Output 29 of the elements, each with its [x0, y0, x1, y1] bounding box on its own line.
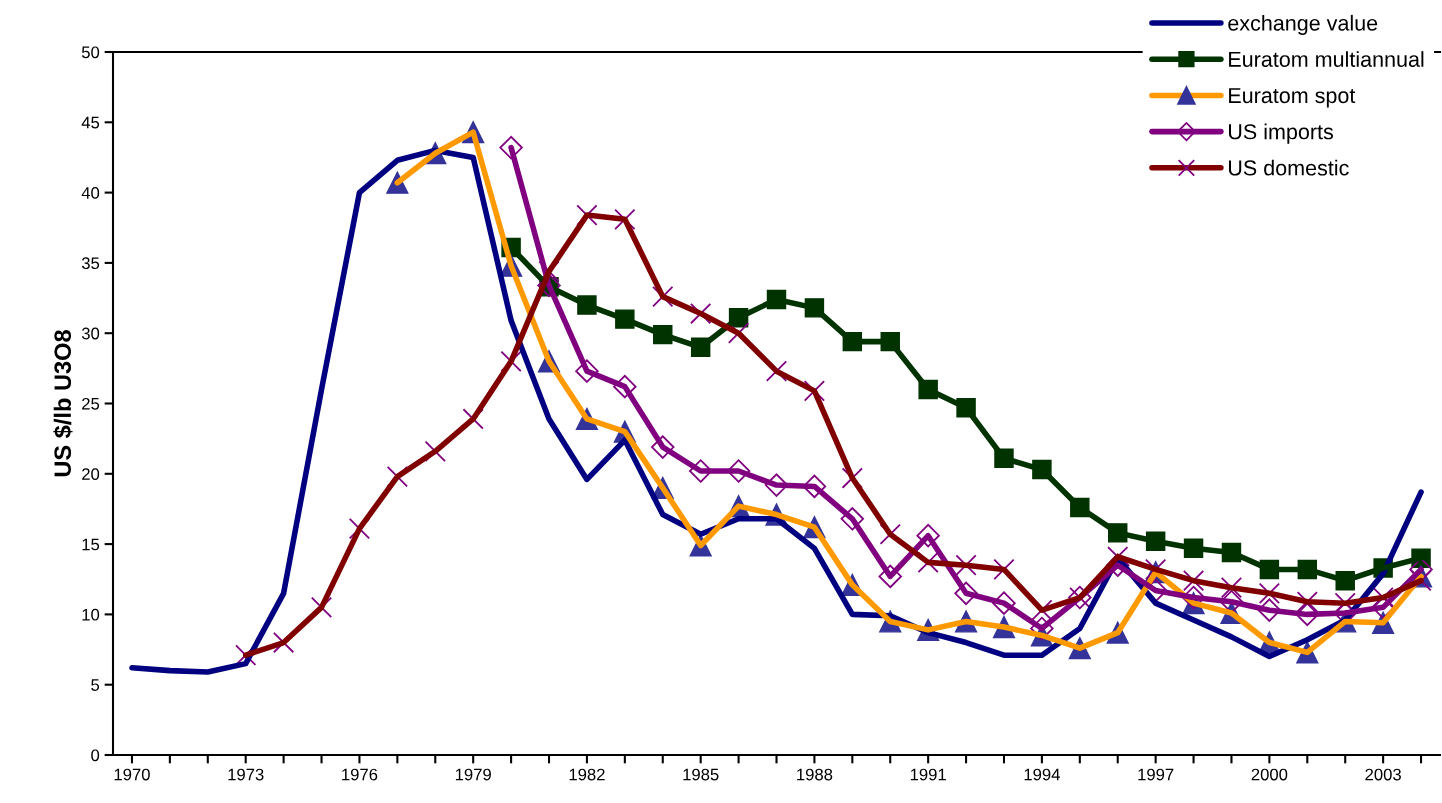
y-tick-label: 50 [81, 46, 100, 59]
x-tick-label: 1982 [569, 768, 605, 781]
x-tick-label: 1970 [114, 768, 150, 781]
y-axis-title: US $/lb U3O8 [53, 330, 73, 477]
x-tick-label: 1973 [228, 768, 264, 781]
legend-label: US imports [1228, 123, 1334, 144]
y-tick-label: 45 [81, 116, 100, 129]
x-tick-label: 1991 [910, 768, 946, 781]
y-tick-label: 20 [82, 468, 100, 480]
legend-label: Euratom multiannual [1229, 51, 1424, 67]
y-tick-label: 0 [91, 749, 100, 762]
x-tick-label: 1979 [455, 768, 491, 781]
y-tick-label: 35 [81, 257, 100, 270]
x-tick-label: 1997 [1138, 768, 1174, 781]
x-tick-label: 1994 [1024, 768, 1060, 781]
x-tick-label: 1976 [342, 768, 378, 781]
legend-label: US domestic [1228, 159, 1349, 176]
x-tick-label: 2003 [1365, 768, 1401, 781]
x-tick-label: 1988 [797, 768, 833, 781]
y-tick-label: 5 [91, 679, 100, 691]
legend-label: exchange value [1228, 14, 1378, 35]
x-tick-label: 2000 [1251, 768, 1288, 781]
x-tick-label: 1985 [683, 768, 719, 781]
legend-label: Euratom spot [1229, 88, 1356, 108]
y-tick-label: 40 [81, 187, 100, 199]
y-tick-label: 25 [82, 397, 100, 410]
y-tick-label: 30 [81, 327, 100, 340]
y-tick-label: 15 [82, 538, 100, 551]
y-tick-label: 10 [82, 608, 100, 621]
